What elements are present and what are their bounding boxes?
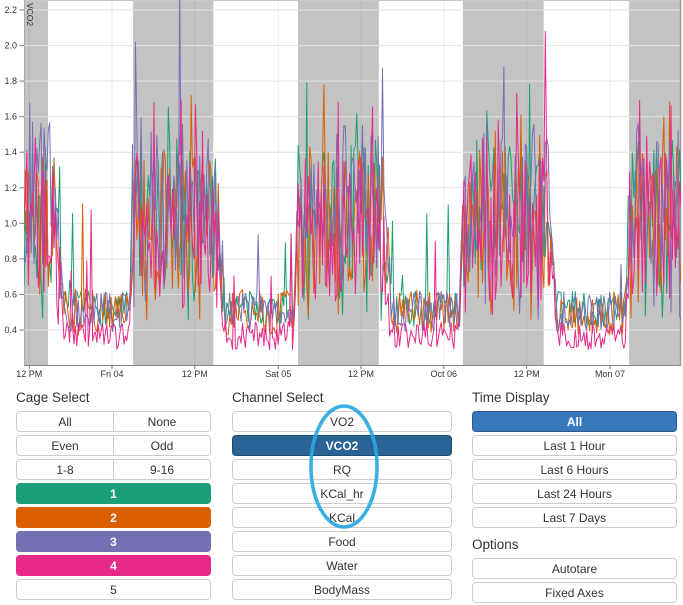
y-axis-tick-label: 1.0 <box>4 218 17 228</box>
x-axis-tick-label: 12 PM <box>16 369 42 379</box>
cage-even-button[interactable]: Even <box>16 435 114 456</box>
time-display-panel: Time Display All Last 1 Hour Last 6 Hour… <box>472 388 677 603</box>
cage-1-button[interactable]: 1 <box>16 483 211 504</box>
x-axis-tick-label: Mon 07 <box>595 369 625 379</box>
cage-3-button[interactable]: 3 <box>16 531 211 552</box>
channel-kcal-button[interactable]: KCal <box>232 507 452 528</box>
channel-kcal-hr-button[interactable]: KCal_hr <box>232 483 452 504</box>
channel-select-panel: Channel Select VO2 VCO2 RQ KCal_hr KCal … <box>232 388 452 600</box>
channel-vo2-button[interactable]: VO2 <box>232 411 452 432</box>
channel-rq-button[interactable]: RQ <box>232 459 452 480</box>
fixed-axes-button[interactable]: Fixed Axes <box>472 582 677 603</box>
y-axis-tick-label: 2.2 <box>4 5 17 15</box>
y-axis-title: VCO2 <box>25 3 35 26</box>
cage-5-button[interactable]: 5 <box>16 579 211 600</box>
cage-select-panel: Cage Select All None Even Odd 1-8 9-16 1… <box>16 388 211 600</box>
x-axis-tick-label: Fri 04 <box>100 369 123 379</box>
channel-vco2-button[interactable]: VCO2 <box>232 435 452 456</box>
autotare-button[interactable]: Autotare <box>472 558 677 579</box>
timeseries-chart[interactable]: 0.4 0.6 0.8 1.0 1.2 1.4 1.6 1.8 2.0 2.2 12 PM Fri 0… <box>0 0 683 383</box>
y-axis-tick-label: 0.8 <box>4 254 17 264</box>
y-axis-tick-label: 2.0 <box>4 41 17 51</box>
time-last-1-hour-button[interactable]: Last 1 Hour <box>472 435 677 456</box>
cage-4-button[interactable]: 4 <box>16 555 211 576</box>
y-axis-tick-label: 1.8 <box>4 76 17 86</box>
time-last-24-hours-button[interactable]: Last 24 Hours <box>472 483 677 504</box>
y-axis-tick-label: 1.4 <box>4 147 17 157</box>
channel-button-group: VO2 VCO2 RQ KCal_hr KCal Food Water Body… <box>232 411 452 600</box>
time-last-6-hours-button[interactable]: Last 6 Hours <box>472 459 677 480</box>
channel-food-button[interactable]: Food <box>232 531 452 552</box>
channel-bodymass-button[interactable]: BodyMass <box>232 579 452 600</box>
x-axis-tick-label: 12 PM <box>182 369 208 379</box>
cage-select-header: Cage Select <box>16 390 90 405</box>
cage-2-button[interactable]: 2 <box>16 507 211 528</box>
cage-all-button[interactable]: All <box>16 411 114 432</box>
options-header: Options <box>472 537 519 552</box>
x-axis-tick-label: 12 PM <box>514 369 540 379</box>
time-all-button[interactable]: All <box>472 411 677 432</box>
x-axis-tick-label: Sat 05 <box>265 369 291 379</box>
y-axis-tick-label: 1.6 <box>4 112 17 122</box>
vco2-plot-area[interactable]: 0.4 0.6 0.8 1.0 1.2 1.4 1.6 1.8 2.0 2.2 12 PM Fri 0… <box>0 0 683 383</box>
cage-row-all-none: All None <box>16 411 211 432</box>
x-axis-tick-label: Oct 06 <box>431 369 458 379</box>
y-axis-tick-label: 0.6 <box>4 289 17 299</box>
cage-1-8-button[interactable]: 1-8 <box>16 459 114 480</box>
y-axis-tick-label: 0.4 <box>4 325 17 335</box>
series-line-cage-4 <box>24 30 681 350</box>
cage-row-even-odd: Even Odd <box>16 435 211 456</box>
x-axis-tick-label: 12 PM <box>348 369 374 379</box>
time-button-group: All Last 1 Hour Last 6 Hours Last 24 Hou… <box>472 411 677 528</box>
cage-9-16-button[interactable]: 9-16 <box>113 459 211 480</box>
channel-select-header: Channel Select <box>232 390 324 405</box>
cage-odd-button[interactable]: Odd <box>113 435 211 456</box>
time-last-7-days-button[interactable]: Last 7 Days <box>472 507 677 528</box>
cage-row-ranges: 1-8 9-16 <box>16 459 211 480</box>
time-display-header: Time Display <box>472 390 550 405</box>
cage-none-button[interactable]: None <box>113 411 211 432</box>
channel-water-button[interactable]: Water <box>232 555 452 576</box>
y-axis-tick-label: 1.2 <box>4 183 17 193</box>
